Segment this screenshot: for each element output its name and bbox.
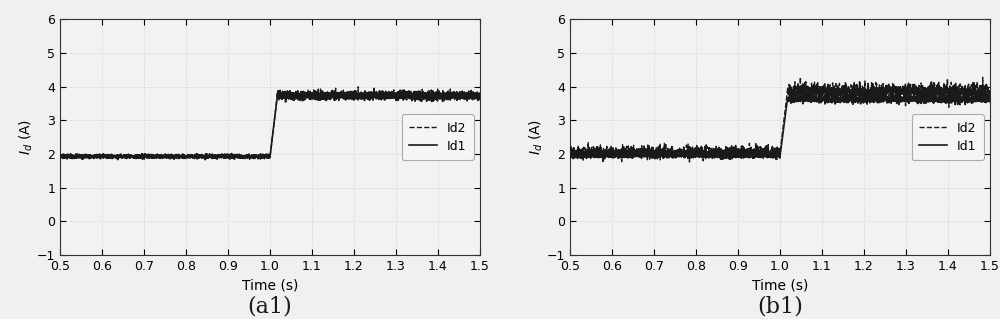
Id1	[948, 92, 960, 96]
Id1	[215, 155, 227, 159]
Id1	[233, 156, 245, 160]
Id2	[421, 91, 433, 95]
Id1	[127, 154, 139, 158]
Id2	[352, 85, 364, 89]
Id2	[743, 141, 755, 145]
Id1	[743, 154, 755, 158]
Id1	[976, 97, 988, 101]
Id2	[984, 88, 996, 92]
Id1	[984, 94, 996, 98]
Line: Id2: Id2	[60, 87, 480, 160]
Text: (a1): (a1)	[248, 295, 292, 317]
Id1	[726, 157, 738, 161]
Legend: Id2, Id1: Id2, Id1	[912, 114, 984, 160]
Id2	[244, 158, 256, 162]
Id2	[725, 144, 737, 148]
Id1	[466, 96, 478, 100]
Id2	[612, 152, 624, 156]
Id2	[931, 86, 943, 90]
Y-axis label: $I_d$ (A): $I_d$ (A)	[528, 119, 545, 155]
Id2	[127, 154, 139, 158]
Id1	[421, 92, 433, 95]
Id2	[466, 91, 478, 94]
Line: Id2: Id2	[570, 77, 990, 162]
Y-axis label: $I_d$ (A): $I_d$ (A)	[18, 119, 35, 155]
Id2	[683, 160, 695, 164]
X-axis label: Time (s): Time (s)	[752, 278, 808, 293]
Id1	[637, 155, 649, 159]
Line: Id1: Id1	[570, 94, 990, 159]
Id2	[215, 154, 227, 158]
Id2	[233, 154, 245, 158]
Id1	[199, 158, 211, 162]
Id2	[54, 153, 66, 157]
Id1	[564, 155, 576, 159]
Legend: Id2, Id1: Id2, Id1	[402, 114, 474, 160]
Id2	[102, 154, 114, 158]
Line: Id1: Id1	[60, 88, 480, 160]
Id2	[794, 75, 806, 79]
Id2	[474, 96, 486, 100]
X-axis label: Time (s): Time (s)	[242, 278, 298, 293]
Id1	[102, 155, 114, 159]
Id2	[637, 145, 649, 149]
Id2	[976, 89, 988, 93]
Text: (b1): (b1)	[757, 295, 803, 317]
Id1	[931, 98, 943, 102]
Id1	[368, 86, 380, 90]
Id1	[474, 97, 486, 101]
Id1	[54, 153, 66, 157]
Id2	[564, 152, 576, 156]
Id1	[725, 154, 737, 158]
Id1	[612, 156, 624, 160]
